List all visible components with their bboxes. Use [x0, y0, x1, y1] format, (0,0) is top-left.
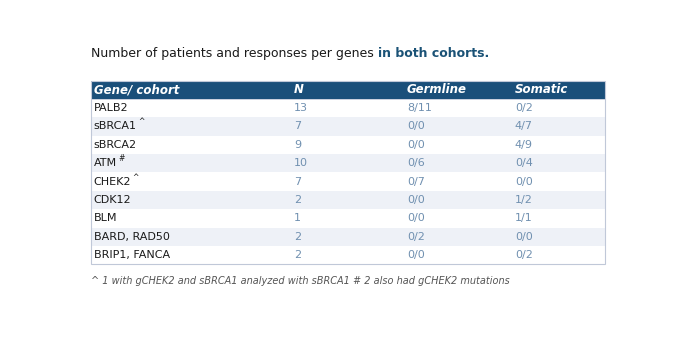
Text: #: #: [118, 154, 124, 163]
Bar: [91, 136, 605, 154]
Bar: [91, 227, 605, 246]
Text: 10: 10: [294, 158, 308, 168]
Text: ATM: ATM: [94, 158, 117, 168]
Text: 0/0: 0/0: [407, 213, 425, 223]
Text: Gene/ cohort: Gene/ cohort: [94, 83, 179, 96]
Text: 0/2: 0/2: [515, 103, 533, 113]
Text: sBRCA2: sBRCA2: [94, 140, 137, 150]
Text: 9: 9: [294, 140, 301, 150]
Text: 1/2: 1/2: [515, 195, 533, 205]
Text: N: N: [294, 83, 304, 96]
Text: 0/7: 0/7: [407, 177, 425, 187]
Text: 0/0: 0/0: [407, 250, 425, 260]
Text: CHEK2: CHEK2: [94, 177, 131, 187]
Bar: [91, 81, 605, 99]
Text: BRIP1, FANCA: BRIP1, FANCA: [94, 250, 170, 260]
Text: 2: 2: [294, 195, 301, 205]
Bar: [91, 191, 605, 209]
Text: 8/11: 8/11: [407, 103, 432, 113]
Bar: [91, 99, 605, 117]
Text: 0/0: 0/0: [515, 177, 532, 187]
Text: 13: 13: [294, 103, 308, 113]
Text: ^: ^: [132, 172, 139, 182]
Text: Somatic: Somatic: [515, 83, 568, 96]
Text: 1/1: 1/1: [515, 213, 532, 223]
Text: 0/0: 0/0: [407, 195, 425, 205]
Text: CDK12: CDK12: [94, 195, 131, 205]
Text: ^: ^: [138, 117, 144, 126]
Text: 2: 2: [294, 250, 301, 260]
Text: Germline: Germline: [407, 83, 467, 96]
Text: 0/0: 0/0: [407, 140, 425, 150]
Text: 1: 1: [294, 213, 301, 223]
Bar: [91, 117, 605, 136]
Text: PALB2: PALB2: [94, 103, 128, 113]
Text: 7: 7: [294, 121, 301, 131]
Text: 0/0: 0/0: [407, 121, 425, 131]
Bar: [91, 154, 605, 172]
Text: 0/4: 0/4: [515, 158, 533, 168]
Text: 4/7: 4/7: [515, 121, 533, 131]
Text: ^ 1 with gCHEK2 and sBRCA1 analyzed with sBRCA1 # 2 also had gCHEK2 mutations: ^ 1 with gCHEK2 and sBRCA1 analyzed with…: [91, 276, 510, 286]
Text: in both cohorts.: in both cohorts.: [378, 47, 489, 60]
Text: BLM: BLM: [94, 213, 117, 223]
Text: BARD, RAD50: BARD, RAD50: [94, 232, 170, 242]
Text: 0/2: 0/2: [515, 250, 533, 260]
Text: 0/2: 0/2: [407, 232, 425, 242]
Text: 7: 7: [294, 177, 301, 187]
Text: 2: 2: [294, 232, 301, 242]
Text: 4/9: 4/9: [515, 140, 533, 150]
Text: Number of patients and responses per genes: Number of patients and responses per gen…: [91, 47, 378, 60]
Text: 0/6: 0/6: [407, 158, 425, 168]
Bar: [91, 172, 605, 191]
Text: sBRCA1: sBRCA1: [94, 121, 136, 131]
Bar: [91, 209, 605, 227]
Text: 0/0: 0/0: [515, 232, 532, 242]
Bar: [91, 246, 605, 264]
